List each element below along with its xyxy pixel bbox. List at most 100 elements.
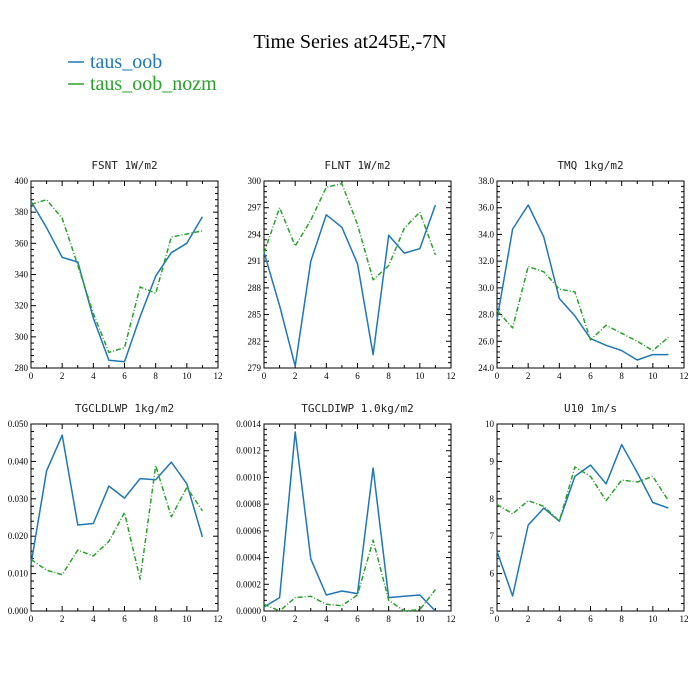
panel-title: TGCLDIWP 1.0kg/m2 — [301, 402, 414, 415]
y-tick-label: 32.0 — [478, 256, 494, 266]
y-tick-label: 400 — [15, 176, 29, 186]
x-tick-label: 2 — [293, 371, 298, 381]
y-tick-label: 0.0008 — [236, 499, 261, 509]
x-tick-label: 12 — [214, 371, 223, 381]
y-tick-label: 0.030 — [8, 494, 29, 504]
y-tick-label: 28.0 — [478, 310, 494, 320]
y-tick-label: 285 — [248, 310, 262, 320]
x-tick-label: 0 — [262, 371, 267, 381]
x-tick-label: 10 — [182, 614, 192, 624]
x-tick-label: 0 — [29, 371, 34, 381]
series-line-taus-oob — [30, 200, 204, 363]
panel-6: U10 1m/s 0 2 4 6 8 10 12 5 6 7 8 9 10 — [485, 402, 689, 624]
x-tick-label: 6 — [355, 371, 360, 381]
x-tick-label: 12 — [680, 371, 689, 381]
y-tick-label: 297 — [248, 203, 262, 213]
x-tick-label: 6 — [122, 614, 127, 624]
series-line-taus-oob — [263, 204, 437, 367]
legend: taus_oob taus_oob_nozm — [68, 51, 217, 95]
y-tick-label: 360 — [15, 238, 29, 248]
series-line-taus-oob — [263, 431, 436, 612]
series-line-taus-oob-nozm — [263, 182, 437, 281]
y-tick-label: 288 — [248, 283, 262, 293]
y-tick-label: 340 — [15, 270, 29, 280]
panel-4: TGCLDLWP 1kg/m2 0 2 4 6 8 10 12 0.000 0.010 0.020 0… — [8, 402, 223, 624]
y-tick-label: 0.0006 — [236, 526, 261, 536]
y-tick-label: 36.0 — [478, 203, 494, 213]
panel-title: TMQ 1kg/m2 — [557, 159, 623, 172]
x-tick-label: 2 — [60, 614, 65, 624]
y-tick-label: 0.000 — [8, 606, 29, 616]
y-tick-label: 291 — [248, 256, 262, 266]
x-tick-label: 8 — [153, 371, 158, 381]
series-line-taus-oob — [30, 434, 204, 565]
y-tick-label: 320 — [15, 301, 29, 311]
x-tick-label: 8 — [386, 614, 391, 624]
panel-title: U10 1m/s — [564, 402, 617, 415]
panels: FSNT 1W/m20 2 4 6 8 10 12280300320340360380400… — [8, 159, 689, 624]
panel-title: FSNT 1W/m2 — [91, 159, 157, 172]
panel-title: FLNT 1W/m2 — [324, 159, 390, 172]
x-tick-label: 10 — [182, 371, 192, 381]
y-tick-label: 279 — [248, 363, 262, 373]
plot-frame — [30, 423, 219, 612]
x-tick-label: 2 — [293, 614, 298, 624]
x-tick-label: 6 — [588, 371, 593, 381]
y-tick-label: 0.040 — [8, 456, 29, 466]
x-tick-label: 10 — [648, 614, 658, 624]
x-tick-label: 12 — [680, 614, 689, 624]
x-tick-label: 12 — [447, 371, 456, 381]
x-tick-label: 4 — [91, 371, 96, 381]
y-tick-label: 26.0 — [478, 336, 494, 346]
x-tick-label: 6 — [355, 614, 360, 624]
x-tick-label: 6 — [588, 614, 593, 624]
y-tick-label: 0.0010 — [236, 472, 261, 482]
panel-5: TGCLDIWP 1.0kg/m2 0 2 4 6 8 10 12 0.0000 0.0002 0.… — [236, 402, 455, 624]
figure-title: Time Series at245E,-7N — [253, 31, 446, 53]
x-tick-label: 2 — [60, 371, 65, 381]
panel-1: FSNT 1W/m2 0 2 4 6 8 10 12 280 300 320 340 360 380 400 — [15, 159, 223, 381]
series-line-taus-oob — [496, 443, 669, 597]
x-tick-label: 12 — [214, 614, 223, 624]
plot-frame — [30, 180, 219, 369]
series-line-taus-oob-nozm — [496, 265, 669, 352]
series-line-taus-oob-nozm — [263, 539, 436, 612]
x-tick-label: 10 — [415, 371, 425, 381]
y-tick-label: 0.010 — [8, 569, 29, 579]
y-tick-label: 7 — [490, 531, 495, 541]
x-tick-label: 4 — [91, 614, 96, 624]
x-tick-label: 6 — [122, 371, 127, 381]
y-tick-label: 0.0004 — [236, 553, 261, 563]
panel-3: TMQ 1kg/m2 0 2 4 6 8 10 12 24.0 26.0 28.0 30.0 32.0 3… — [478, 159, 688, 381]
y-tick-label: 0.020 — [8, 531, 29, 541]
series-line-taus-oob-nozm — [30, 198, 203, 354]
y-tick-label: 8 — [490, 494, 495, 504]
y-tick-label: 300 — [15, 332, 29, 342]
legend-label-taus-oob-nozm: taus_oob_nozm — [90, 73, 217, 95]
series-line-taus-oob-nozm — [496, 466, 670, 522]
y-tick-label: 38.0 — [478, 176, 494, 186]
y-tick-label: 0.0002 — [236, 579, 261, 589]
y-tick-label: 30.0 — [478, 283, 494, 293]
x-tick-label: 4 — [557, 614, 562, 624]
x-tick-label: 4 — [324, 614, 329, 624]
y-tick-label: 9 — [490, 456, 495, 466]
x-tick-label: 4 — [324, 371, 329, 381]
legend-label-taus-oob: taus_oob — [90, 51, 162, 73]
y-tick-label: 0.050 — [8, 419, 29, 429]
y-tick-label: 5 — [490, 606, 495, 616]
x-tick-label: 2 — [526, 614, 531, 624]
series-line-taus-oob-nozm — [30, 464, 204, 580]
plot-frame — [263, 180, 452, 369]
y-tick-label: 300 — [248, 176, 262, 186]
y-tick-label: 0.0000 — [236, 606, 261, 616]
y-tick-label: 0.0014 — [236, 419, 261, 429]
y-tick-label: 380 — [15, 207, 29, 217]
y-tick-label: 24.0 — [478, 363, 494, 373]
plot-frame — [496, 423, 685, 612]
x-tick-label: 0 — [495, 371, 500, 381]
x-tick-label: 8 — [619, 614, 624, 624]
x-tick-label: 10 — [415, 614, 425, 624]
y-tick-label: 0.0012 — [236, 446, 261, 456]
